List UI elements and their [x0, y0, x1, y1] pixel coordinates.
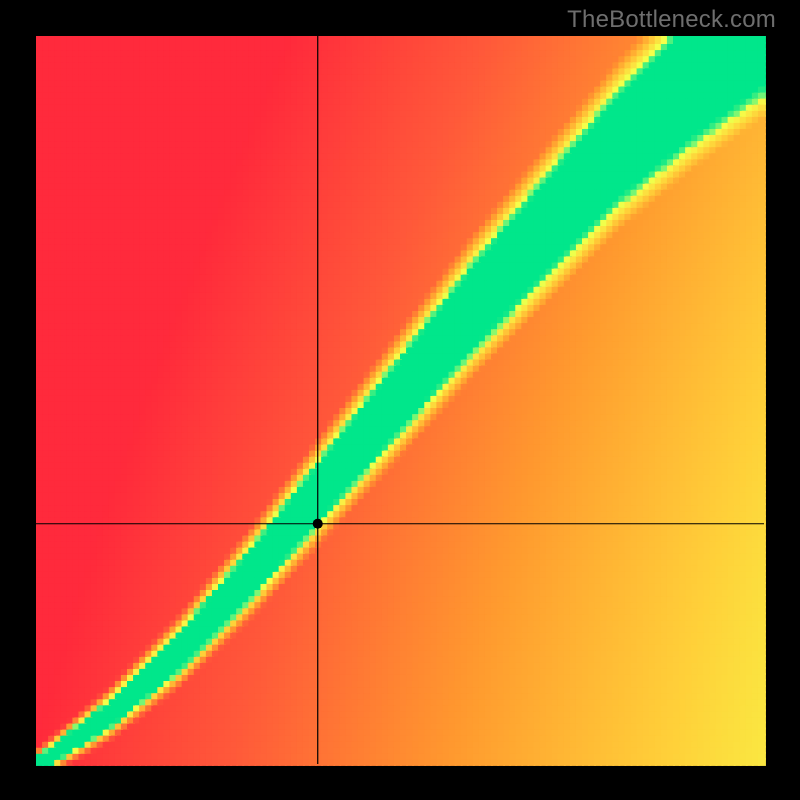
root: TheBottleneck.com	[0, 0, 800, 800]
watermark-text: TheBottleneck.com	[567, 6, 776, 34]
bottleneck-heatmap	[0, 0, 800, 800]
